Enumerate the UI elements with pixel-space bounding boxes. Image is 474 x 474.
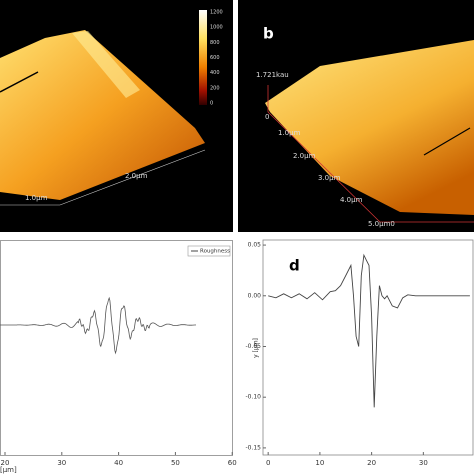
base-grid [0,149,206,206]
panel-label: d [289,257,300,275]
surface-a [0,30,205,200]
colorbar-label: 1000 [210,25,223,31]
x-tick-label: 30 [57,459,66,467]
y-tick-label: -0.10 [245,394,261,401]
y-tick-label: 0.05 [248,242,262,249]
colorbar-label: 200 [210,85,220,91]
plot-frame-c [0,240,233,456]
axes-b [267,85,474,223]
axis-label: 2.0µm [293,152,316,160]
colorbar-label: 800 [210,40,220,46]
z-label: 1.721kau [256,71,289,79]
x-tick-label: 60 [228,459,237,467]
surface-b [265,40,474,215]
axis-label: 3.0µm [318,174,341,182]
colorbar-label: 0 [210,101,213,107]
colorbar-label: 1200 [210,10,223,16]
axis-label: 1.0µm [278,129,301,137]
y-tick-label: -0.15 [245,444,261,451]
x-tick-label: 50 [171,459,180,467]
plot-frame-d [262,239,474,456]
colorbar [199,10,207,105]
axis-label: 4.0µm [340,196,363,204]
x-tick-label: 0 [266,459,270,467]
x-tick-label: 30 [419,459,428,467]
roughness-curve [0,296,197,355]
axis-label: 2.0µm [125,172,148,180]
colorbar-label: 400 [210,70,220,76]
x-tick-label: 20 [1,459,10,467]
legend-label: Roughness [200,249,230,255]
x-tick-label: 10 [315,459,324,467]
axis-label: 5.0µm0 [368,220,395,228]
profile-line [423,127,471,156]
y-tick-label: 0.00 [248,292,262,299]
profile-line [0,71,39,93]
axis-label: 1.0µm [25,194,48,202]
axis-label: 0 [265,113,269,121]
y-tick-label: -0.05 [245,343,261,350]
x-axis-label: [µm] [0,466,17,474]
colorbar-label: 600 [210,55,220,61]
x-tick-label: 20 [367,459,376,467]
panel-label: b [263,25,274,43]
x-tick-label: 40 [114,459,123,467]
ridge [72,31,140,98]
y-axis-label: y [µm] [253,338,260,358]
legend [187,245,231,257]
profile-line [268,253,470,408]
